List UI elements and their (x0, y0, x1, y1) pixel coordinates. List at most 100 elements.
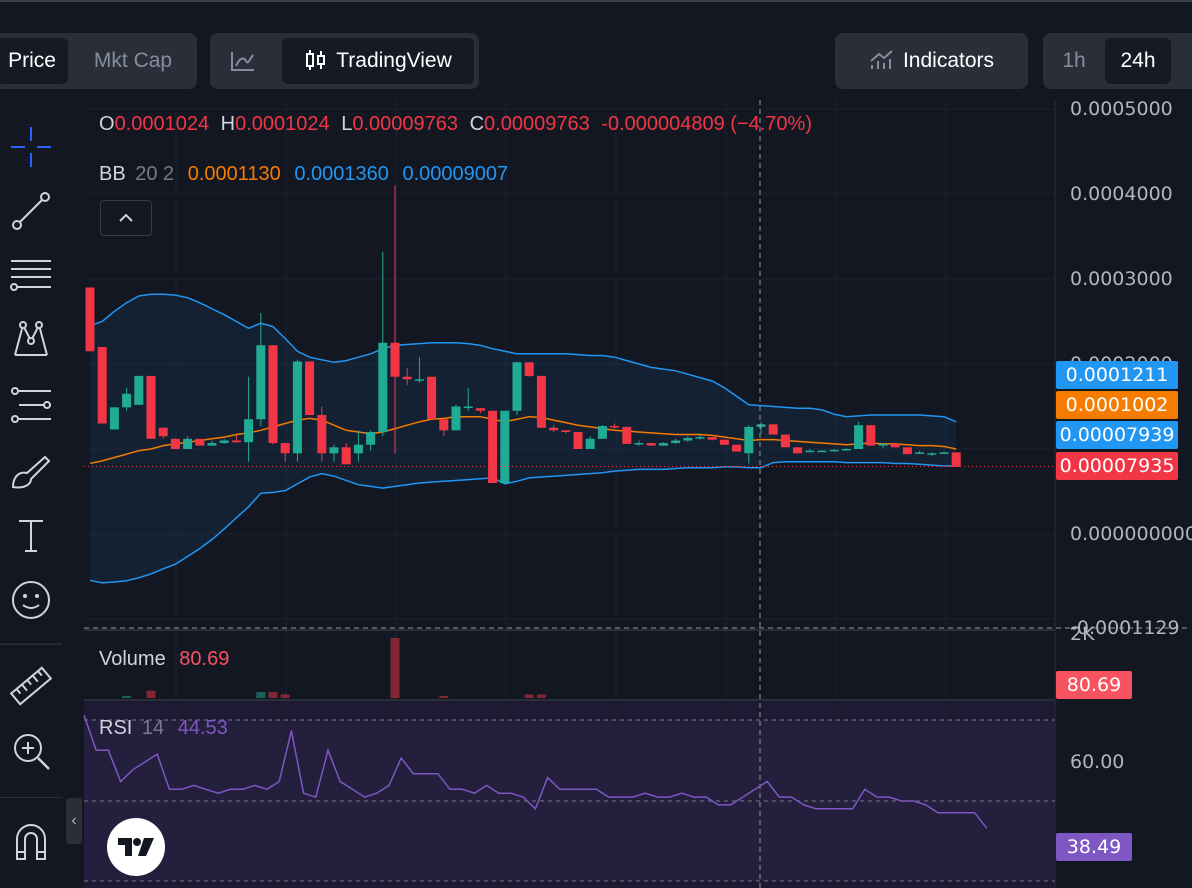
candle-body (195, 438, 205, 446)
indicators-icon (870, 50, 893, 69)
rsi-tick: 60.00 (1070, 751, 1125, 773)
volume-label: Volume (99, 648, 166, 670)
mkt-cap-tab[interactable]: Mkt Cap (93, 49, 173, 72)
candle-body (890, 443, 900, 448)
indicators-button[interactable]: Indicators (840, 38, 1023, 84)
pattern-tool[interactable] (6, 314, 56, 364)
rsi-line (83, 714, 988, 829)
ruler-tool[interactable] (6, 661, 56, 711)
tradingview-logo[interactable] (107, 818, 165, 876)
candle-body (512, 362, 522, 411)
price-tab[interactable]: Price (0, 38, 68, 84)
chevron-left-icon: ‹ (71, 812, 77, 829)
candle-body (561, 430, 571, 432)
candle-body (780, 434, 790, 448)
candle-body (829, 449, 839, 452)
candle-body (744, 426, 754, 454)
drawing-toolbar (0, 100, 62, 888)
collapse-toolbar-button[interactable]: ‹ (66, 798, 82, 844)
candle-body (768, 424, 778, 435)
open-value: 0.0001024 (114, 113, 210, 135)
candles-icon (306, 50, 326, 70)
candle-body (134, 375, 144, 405)
fib-tool[interactable] (6, 250, 56, 300)
trend-line-tool[interactable] (6, 186, 56, 236)
bb-label: BB (99, 163, 126, 185)
candle-body (207, 443, 217, 446)
chart-area[interactable] (0, 100, 1192, 888)
close-label: C (469, 113, 485, 135)
price-tick: -0.0001129 (1070, 617, 1180, 639)
low-label: L (341, 113, 353, 135)
volume-bar (536, 694, 546, 698)
candle-body (268, 345, 278, 444)
zoom-tool[interactable] (6, 726, 56, 776)
candle-body (341, 447, 351, 465)
magnet-tool[interactable] (6, 816, 56, 866)
candle-body (610, 426, 620, 428)
bb-basis-tag: 0.0001002 (1056, 391, 1178, 419)
candle-body (866, 425, 876, 446)
candle-body (439, 419, 449, 431)
price-tick: 0.0005000 (1070, 98, 1173, 120)
zoom-icon (14, 734, 50, 770)
volume-bar (524, 694, 534, 698)
last-price-tag: 0.00007935 (1056, 452, 1178, 480)
rsi-legend[interactable]: RSI 14 44.53 (99, 717, 228, 740)
candle-body (390, 342, 400, 377)
high-label: H (220, 113, 236, 135)
timeframe-24h[interactable]: 24h (1105, 38, 1171, 84)
candle-body (927, 453, 937, 455)
candle-body (719, 439, 729, 445)
text-icon (19, 520, 43, 552)
volume-tag: 80.69 (1056, 671, 1132, 699)
candle-body (170, 438, 180, 449)
candle-body (634, 443, 644, 445)
volume-legend[interactable]: Volume 80.69 (99, 648, 229, 671)
tradingview-tab[interactable]: TradingView (282, 38, 474, 84)
emoji-tool[interactable] (6, 575, 56, 625)
toolbar-divider (0, 797, 62, 798)
volume-value: 80.69 (179, 648, 230, 670)
candle-body (646, 443, 656, 446)
candle-body (817, 450, 827, 453)
forecast-tool[interactable] (6, 380, 56, 430)
candle-body (488, 410, 498, 483)
high-value: 0.0001024 (235, 113, 330, 135)
top-toolbar: Price Mkt Cap TradingView (0, 2, 1192, 102)
candle-body (683, 437, 693, 441)
candle-body (585, 438, 595, 449)
candle-body (805, 450, 815, 453)
candle-body (451, 406, 461, 431)
candle-body (122, 393, 132, 408)
bb-basis-value: 0.0001130 (187, 163, 281, 185)
candle-body (146, 375, 156, 439)
timeframe-1h[interactable]: 1h (1062, 49, 1086, 72)
candle-body (573, 432, 583, 449)
candle-body (732, 444, 742, 452)
candle-body (951, 452, 961, 467)
price-tick: 0.0003000 (1070, 268, 1173, 290)
bb-legend[interactable]: BB 20 2 0.0001130 0.0001360 0.00009007 (99, 163, 508, 186)
candle-body (183, 438, 193, 449)
crosshair-tool[interactable] (6, 122, 56, 172)
magnet-icon (16, 824, 46, 860)
candle-body (97, 347, 107, 424)
bb-lower-tag: 0.00007939 (1056, 421, 1178, 449)
price-tick: 0.0004000 (1070, 183, 1173, 205)
bb-upper-line (89, 293, 957, 423)
bb-basis-line (89, 415, 957, 465)
candle-body (231, 440, 241, 443)
brush-tool[interactable] (6, 446, 56, 496)
collapse-legend-button[interactable] (100, 200, 152, 236)
close-value: 0.00009763 (484, 113, 590, 135)
candle-body (658, 443, 668, 446)
toolbar-divider (0, 644, 62, 645)
candle-body (256, 345, 266, 420)
pattern-icon (14, 321, 48, 356)
volume-bar (280, 694, 290, 698)
text-tool[interactable] (6, 510, 56, 560)
candle-body (902, 447, 912, 455)
rsi-label: RSI (99, 717, 133, 739)
line-chart-button[interactable] (216, 38, 270, 84)
